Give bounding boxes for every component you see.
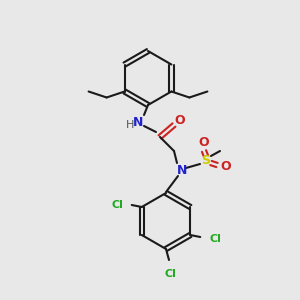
- Text: Cl: Cl: [209, 234, 221, 244]
- Text: O: O: [199, 136, 209, 148]
- Text: O: O: [221, 160, 231, 173]
- Text: Cl: Cl: [164, 269, 176, 279]
- Text: N: N: [177, 164, 187, 178]
- Text: N: N: [133, 116, 143, 130]
- Text: S: S: [202, 154, 211, 167]
- Text: Cl: Cl: [112, 200, 124, 210]
- Text: O: O: [175, 115, 185, 128]
- Text: H: H: [126, 120, 134, 130]
